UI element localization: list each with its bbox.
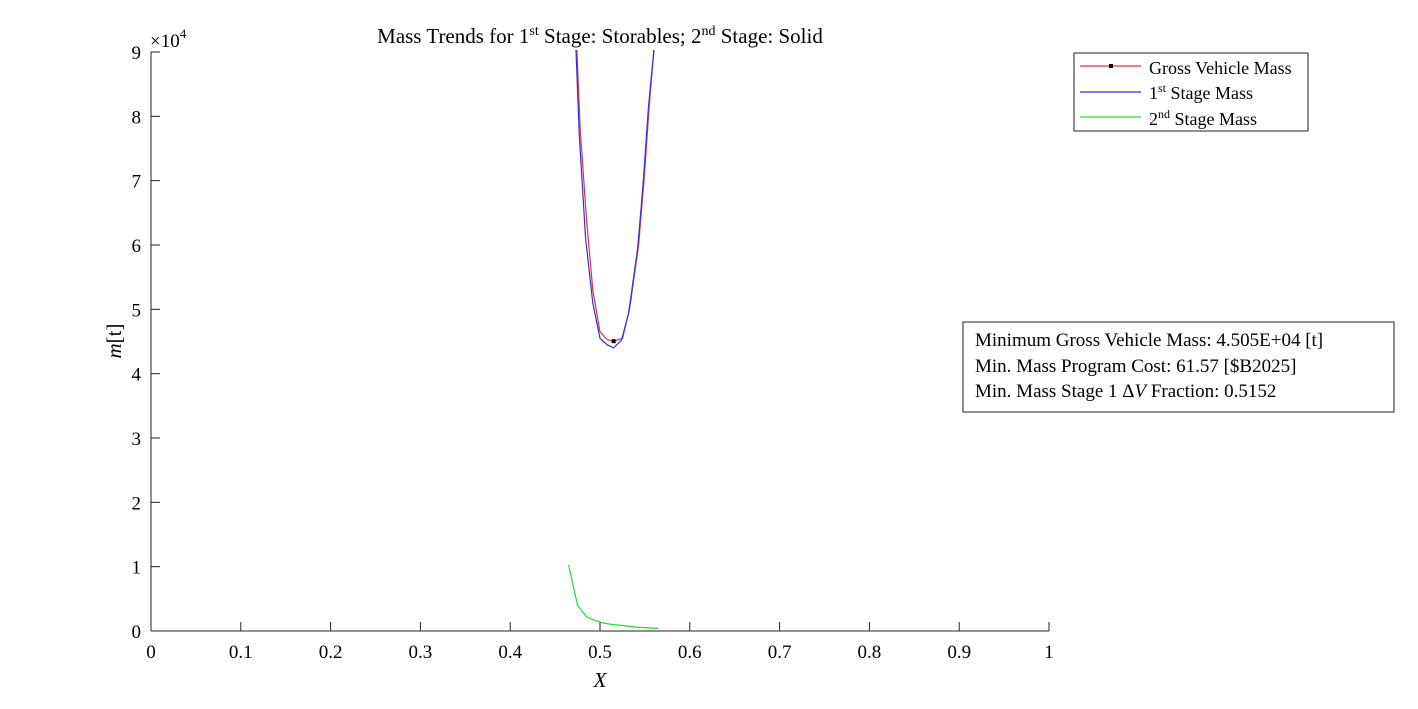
annotation-line-2: Min. Mass Program Cost: 61.57 [$B2025] [975,356,1296,377]
annotation-box: Minimum Gross Vehicle Mass: 4.505E+04 [t… [962,321,1395,413]
legend-2nd-sup: nd [1158,107,1170,121]
y-exponent-base: ×10 [150,31,180,52]
legend-1st-base: 1 [1149,83,1158,103]
y-tick-label: 2 [132,493,142,514]
legend-marker-gross [1109,64,1113,68]
y-axis-label-italic: m [102,343,126,358]
x-tick-label: 1 [1044,642,1054,663]
x-tick-label: 0.5 [588,642,612,663]
legend-label-1st-stage-mass: 1st Stage Mass [1149,81,1253,103]
x-ticks: 0 0.1 0.2 0.3 0.4 0.5 0.6 0.7 0.8 0.9 1 [146,622,1054,663]
x-tick-label: 0.8 [858,642,882,663]
y-tick-label: 5 [132,300,142,321]
chart-title: Mass Trends for 1st Stage: Storables; 2n… [377,24,823,48]
x-tick-label: 0.4 [498,642,522,663]
y-tick-label: 6 [132,236,142,257]
annotation-line-3-italic: V [1134,381,1148,402]
y-exponent-power: 4 [180,26,187,41]
x-tick-label: 0.3 [409,642,433,663]
plot-area [568,50,659,629]
x-tick-label: 0.1 [229,642,253,663]
legend-label-2nd-stage-mass: 2nd Stage Mass [1149,107,1257,129]
y-ticks: 0 1 2 3 4 5 6 7 8 9 [132,43,160,643]
legend: Gross Vehicle Mass 1st Stage Mass 2nd St… [1073,52,1309,132]
title-prefix: Mass Trends for 1 [377,24,529,48]
min-mass-marker [611,339,616,344]
title-suffix: Stage: Solid [716,24,824,48]
x-tick-label: 0.7 [768,642,792,663]
x-tick-label: 0.9 [947,642,971,663]
annotation-line-3-prefix: Min. Mass Stage 1 Δ [975,381,1134,402]
x-tick-label: 0.2 [319,642,343,663]
y-tick-label: 0 [132,622,142,643]
title-sup2: nd [702,24,716,39]
y-tick-label: 3 [132,429,142,450]
series-1st-stage-mass [575,50,655,349]
y-axis-label-rest: [t] [102,324,126,344]
legend-label-gross-vehicle-mass: Gross Vehicle Mass [1149,58,1292,78]
y-exponent-label: ×104 [150,26,187,52]
annotation-border [962,321,1395,413]
series-2nd-stage-mass [568,564,659,629]
annotation-line-1: Minimum Gross Vehicle Mass: 4.505E+04 [t… [975,330,1323,351]
y-tick-label: 7 [132,172,142,193]
legend-1st-rest: Stage Mass [1166,83,1253,103]
x-tick-label: 0 [146,642,156,663]
y-tick-label: 8 [132,107,142,128]
x-axis-label: X [593,668,608,692]
title-middle: Stage: Storables; 2 [539,24,702,48]
annotation-line-3-suffix: Fraction: 0.5152 [1146,381,1276,402]
y-tick-label: 9 [132,43,142,64]
legend-2nd-base: 2 [1149,109,1158,129]
title-sup1: st [529,24,538,39]
annotation-line-3: Min. Mass Stage 1 ΔV Fraction: 0.5152 [975,381,1276,402]
legend-2nd-rest: Stage Mass [1170,109,1257,129]
legend-1st-sup: st [1158,81,1167,95]
y-axis-label: m[t] [102,324,126,359]
y-tick-label: 4 [132,365,142,386]
y-tick-label: 1 [132,558,142,579]
x-tick-label: 0.6 [678,642,702,663]
